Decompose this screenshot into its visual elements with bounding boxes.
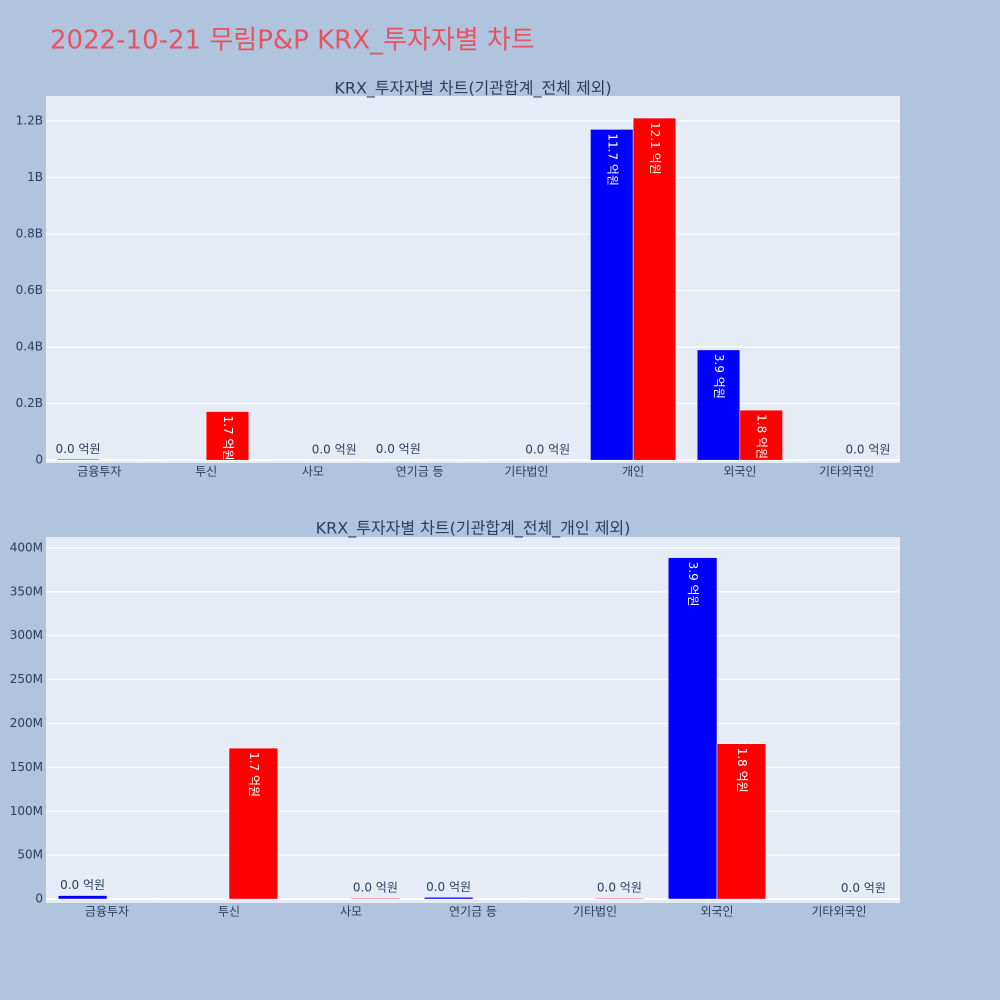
x-tick-label: 외국인 — [700, 905, 733, 919]
value-label: 1.8 억원 — [755, 414, 769, 459]
bar — [803, 459, 847, 461]
x-tick-label: 금융투자 — [85, 905, 129, 919]
x-tick-label: 사모 — [302, 465, 324, 479]
x-tick-label: 연기금 등 — [449, 905, 497, 919]
bar — [846, 459, 890, 461]
value-label: 0.0 억원 — [56, 442, 101, 456]
value-label: 1.8 억원 — [735, 748, 749, 793]
x-tick-label: 연기금 등 — [396, 465, 444, 479]
bar — [269, 459, 314, 461]
value-label: 11.7 억원 — [605, 133, 619, 186]
bar — [472, 898, 523, 900]
value-label: 0.0 억원 — [597, 881, 642, 895]
y-tick-label: 300M — [10, 628, 43, 642]
bar — [483, 459, 527, 461]
plot-area — [46, 96, 900, 463]
bar — [739, 409, 783, 461]
x-tick-label: 기타법인 — [504, 465, 548, 479]
y-tick-label: 0 — [35, 892, 43, 906]
chart-title: KRX_투자자별 차트(기관합계_전체 제외) — [334, 79, 611, 99]
bar — [99, 459, 143, 461]
bar — [789, 898, 840, 900]
x-tick-label: 개인 — [622, 465, 644, 479]
y-tick-label: 1B — [27, 170, 43, 184]
y-tick-label: 100M — [10, 804, 43, 818]
y-tick-label: 150M — [10, 760, 43, 774]
value-label: 0.0 억원 — [525, 442, 570, 456]
value-label: 0.0 억원 — [845, 443, 890, 457]
y-tick-label: 1.2B — [16, 113, 43, 127]
bar — [312, 459, 356, 461]
value-label: 3.9 억원 — [686, 562, 700, 607]
y-tick-label: 250M — [10, 672, 43, 686]
bar — [228, 747, 279, 900]
bar — [419, 459, 463, 461]
x-tick-label: 투신 — [195, 465, 217, 479]
value-label: 0.0 억원 — [376, 442, 421, 456]
bar — [526, 459, 570, 461]
value-label: 0.0 억원 — [60, 878, 105, 892]
x-tick-label: 기타법인 — [573, 905, 617, 919]
bar — [594, 897, 645, 900]
y-tick-label: 0.6B — [16, 283, 43, 297]
bar — [179, 898, 230, 900]
x-tick-label: 외국인 — [723, 465, 756, 479]
y-tick-label: 400M — [10, 540, 43, 554]
x-tick-label: 기타외국인 — [811, 905, 866, 919]
value-label: 12.1 억원 — [648, 122, 662, 175]
bar — [590, 129, 634, 461]
bar — [696, 349, 741, 461]
y-tick-label: 0.4B — [16, 340, 43, 354]
bar — [667, 557, 718, 900]
x-tick-label: 기타외국인 — [819, 465, 874, 479]
value-label: 0.0 억원 — [841, 881, 886, 895]
y-tick-label: 0 — [35, 453, 43, 467]
bar — [57, 895, 108, 900]
y-tick-label: 50M — [17, 848, 43, 862]
value-label: 1.7 억원 — [221, 416, 235, 461]
x-tick-label: 투신 — [218, 905, 240, 919]
bar — [205, 411, 250, 461]
value-label: 3.9 억원 — [712, 354, 726, 399]
y-tick-label: 0.8B — [16, 226, 43, 240]
bar — [376, 459, 420, 461]
value-label: 1.7 억원 — [247, 752, 261, 797]
x-tick-label: 금융투자 — [77, 465, 121, 479]
chart-title: KRX_투자자별 차트(기관합계_전체_개인 제외) — [316, 519, 631, 539]
bar — [838, 898, 889, 900]
value-label: 0.0 억원 — [353, 881, 398, 895]
bar — [545, 898, 596, 900]
bar — [716, 743, 767, 900]
page-title: 2022-10-21 무림P&P KRX_투자자별 차트 — [50, 26, 535, 56]
bar — [163, 459, 207, 461]
bar — [106, 898, 157, 900]
y-tick-label: 350M — [10, 584, 43, 598]
value-label: 0.0 억원 — [312, 442, 357, 456]
bar — [632, 117, 677, 461]
value-label: 0.0 억원 — [426, 880, 471, 894]
bar — [301, 898, 352, 900]
bar — [423, 897, 474, 900]
y-tick-label: 0.2B — [16, 396, 43, 410]
x-tick-label: 사모 — [340, 905, 362, 919]
bar — [56, 459, 100, 461]
y-tick-label: 200M — [10, 716, 43, 730]
bar — [350, 897, 401, 900]
